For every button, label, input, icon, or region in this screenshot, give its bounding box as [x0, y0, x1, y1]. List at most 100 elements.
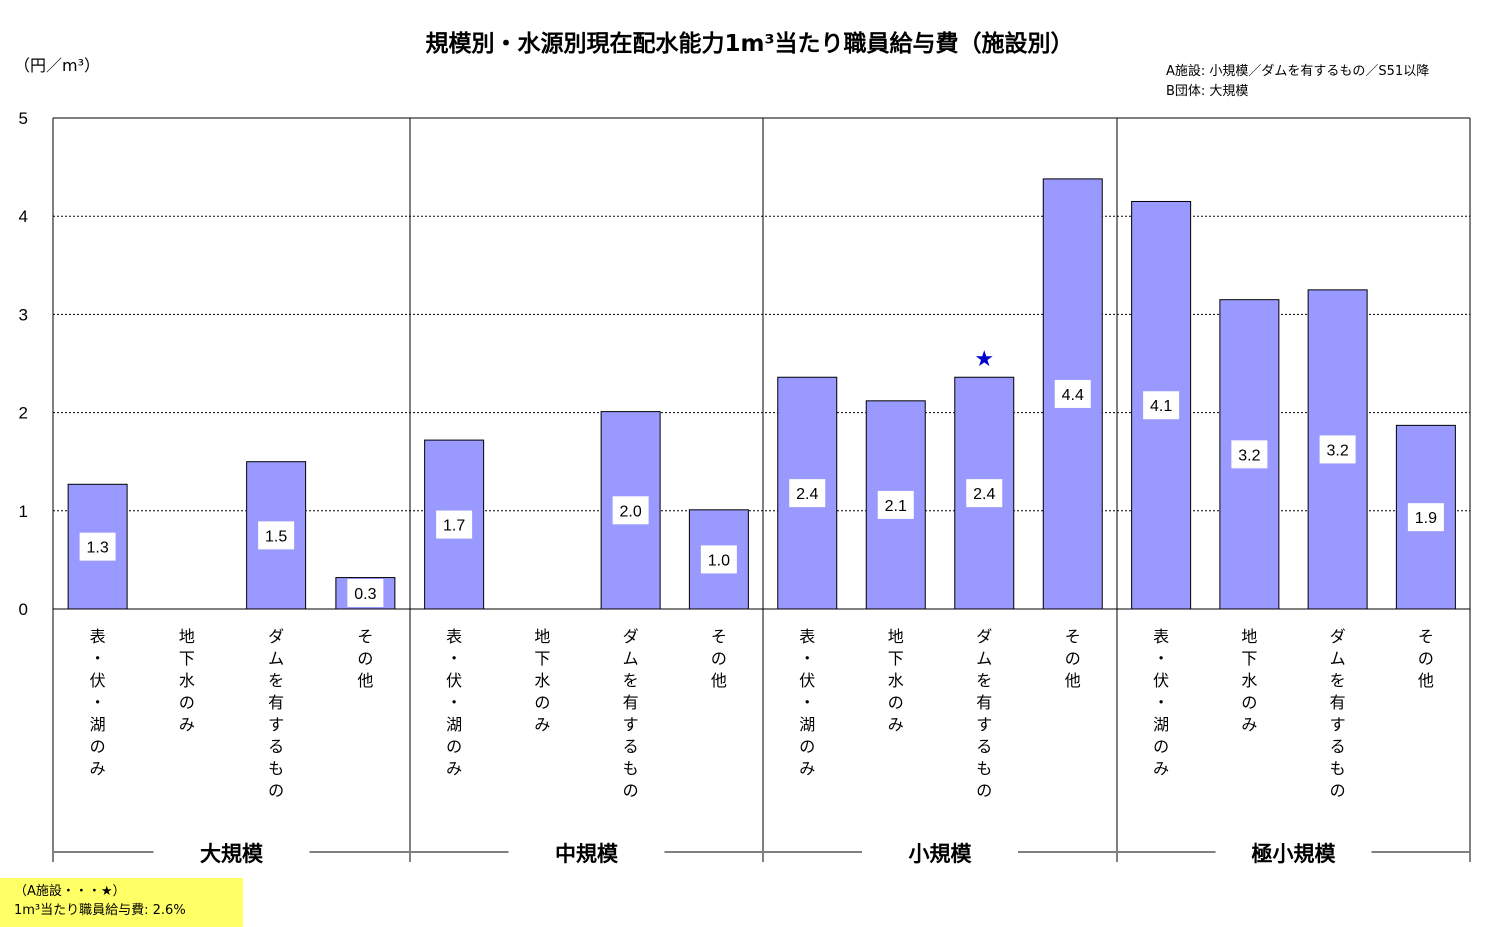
data-label: 2.4: [796, 486, 818, 503]
category-label-char: の: [1330, 781, 1346, 800]
category-label-char: み: [799, 759, 815, 778]
chart-title: 規模別・水源別現在配水能力1m³当たり職員給与費（施設別）: [425, 31, 1074, 57]
data-label-box: [1054, 379, 1091, 408]
category-label-char: 他: [357, 671, 373, 690]
data-label: 0.3: [354, 586, 376, 603]
category-label-char: す: [623, 715, 639, 734]
category-label-char: 地: [1241, 627, 1257, 646]
category-label-char: そ: [711, 627, 727, 646]
group-label-bg: [153, 838, 310, 868]
category-label-char: 下: [1241, 649, 1257, 668]
y-tick-label: 0: [19, 600, 28, 619]
category-label-char: の: [888, 693, 904, 712]
data-label: 2.0: [620, 503, 642, 520]
category-label-char: の: [179, 693, 195, 712]
category-label-char: 湖: [446, 715, 462, 734]
category-label-char: 他: [1065, 671, 1081, 690]
category-label-char: 有: [623, 693, 639, 712]
category-label-char: ム: [623, 649, 639, 668]
category-label-char: の: [534, 693, 550, 712]
star-marker: ★: [974, 347, 994, 372]
category-label-char: の: [623, 781, 639, 800]
category-label-char: ・: [90, 693, 106, 712]
data-label: 4.1: [1150, 398, 1172, 415]
data-label: 3.2: [1327, 442, 1349, 459]
data-label: 1.3: [87, 540, 109, 557]
data-label: 1.9: [1415, 510, 1437, 527]
data-label: 2.1: [885, 498, 907, 515]
category-label-char: 地: [179, 627, 195, 646]
category-label-char: ・: [446, 649, 462, 668]
category-label-char: 湖: [90, 715, 106, 734]
category-label-char: み: [446, 759, 462, 778]
data-label-box: [258, 521, 295, 550]
category-label-char: す: [268, 715, 284, 734]
category-label-char: ダ: [976, 627, 992, 646]
category-label-char: 有: [268, 693, 284, 712]
data-label-box: [1143, 391, 1180, 420]
legend-line-a: A施設: 小規模／ダムを有するもの／S51以降: [1166, 64, 1430, 79]
data-label: 4.4: [1062, 387, 1084, 404]
bar: [1395, 424, 1456, 610]
category-label-char: そ: [1418, 627, 1434, 646]
data-label-box: [347, 579, 384, 607]
category-label-char: ・: [90, 649, 106, 668]
data-label: 1.7: [443, 518, 465, 535]
category-label-char: の: [357, 649, 373, 668]
category-label-char: 有: [1330, 693, 1346, 712]
category-label-char: そ: [357, 627, 373, 646]
note-line-1: （A施設・・・★）: [14, 884, 126, 899]
category-label-char: を: [623, 671, 639, 690]
category-label-char: 水: [888, 671, 904, 690]
category-label-char: み: [90, 759, 106, 778]
y-tick-label: 4: [19, 207, 28, 226]
category-label-char: 湖: [799, 715, 815, 734]
category-label-char: を: [1330, 671, 1346, 690]
category-label-char: も: [268, 759, 284, 778]
category-label-char: 他: [711, 671, 727, 690]
category-label-char: る: [268, 737, 284, 756]
category-label-char: ム: [1330, 649, 1346, 668]
category-label-char: の: [1418, 649, 1434, 668]
group-label-bg: [1215, 838, 1372, 868]
note-line-2: 1m³当たり職員給与費: 2.6%: [14, 903, 186, 918]
category-label-char: ・: [446, 693, 462, 712]
category-label-char: を: [976, 671, 992, 690]
y-tick-label: 5: [19, 109, 28, 128]
category-label-char: ・: [1153, 649, 1169, 668]
data-label-box: [700, 545, 737, 574]
category-label-char: 表: [90, 627, 106, 646]
legend-line-b: B団体: 大規模: [1166, 84, 1249, 99]
category-label-char: 表: [446, 627, 462, 646]
category-label-char: 下: [179, 649, 195, 668]
category-label-char: の: [268, 781, 284, 800]
category-label-char: ダ: [623, 627, 639, 646]
category-label-char: も: [976, 759, 992, 778]
group-label: 大規模: [200, 842, 264, 866]
category-label-char: 地: [888, 627, 904, 646]
y-tick-label: 1: [19, 502, 28, 521]
category-label-char: る: [1330, 737, 1346, 756]
legend: A施設: 小規模／ダムを有するもの／S51以降 B団体: 大規模: [1166, 62, 1429, 102]
data-label-box: [79, 532, 116, 561]
data-label: 1.0: [708, 552, 730, 569]
category-label-char: る: [976, 737, 992, 756]
category-label-char: の: [446, 737, 462, 756]
group-label-bg: [862, 838, 1018, 868]
category-label-char: 水: [1241, 671, 1257, 690]
category-label-char: の: [1153, 737, 1169, 756]
group-label: 小規模: [909, 842, 973, 866]
data-label: 2.4: [973, 486, 995, 503]
data-label-box: [877, 490, 914, 519]
category-label-char: ・: [799, 693, 815, 712]
category-label-char: す: [976, 715, 992, 734]
data-label: 1.5: [265, 528, 287, 545]
category-label-char: の: [711, 649, 727, 668]
category-label-char: 伏: [1153, 671, 1169, 690]
category-label-char: 表: [799, 627, 815, 646]
category-label-char: 表: [1153, 627, 1169, 646]
category-label-char: み: [534, 715, 550, 734]
category-label-char: 下: [534, 649, 550, 668]
category-label-char: 伏: [446, 671, 462, 690]
y-axis-unit: （円／m³）: [14, 56, 101, 75]
